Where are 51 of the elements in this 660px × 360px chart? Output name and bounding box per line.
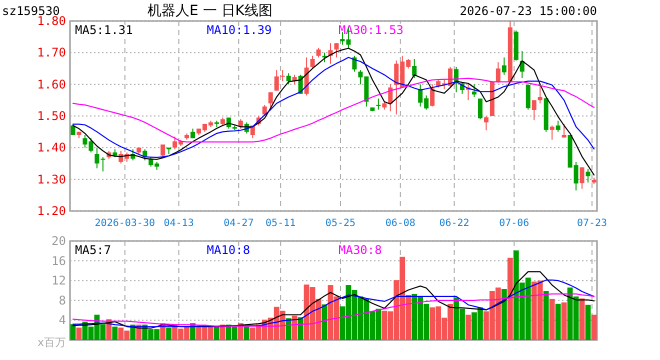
x-tick-label: 04-27 — [224, 218, 254, 229]
text: MA10:8 — [206, 243, 250, 257]
y-tick-label: 1.40 — [37, 140, 66, 155]
bar — [112, 326, 118, 340]
y-tick-label: 16 — [52, 254, 66, 268]
y-axis-title: x百万 — [37, 336, 66, 349]
x-tick-label: 07-23 — [576, 218, 608, 229]
bar — [292, 316, 298, 340]
y-tick-label: 1.50 — [37, 109, 66, 123]
bar — [166, 328, 172, 340]
line-series — [72, 293, 595, 327]
text: MA30:8 — [338, 243, 382, 257]
bar — [286, 318, 292, 340]
x-tick-label: 06-08 — [385, 218, 416, 229]
bar — [543, 290, 549, 340]
x-tick-label: 07-06 — [499, 218, 530, 229]
y-tick-label: 20 — [52, 234, 66, 248]
bar — [466, 314, 471, 340]
y-tick-label: 1.30 — [37, 172, 66, 186]
bar — [555, 304, 561, 340]
bar — [549, 298, 555, 340]
line-series — [72, 48, 595, 176]
x-tick-label: 06-22 — [439, 218, 470, 229]
x-tick-label: 05-11 — [266, 218, 296, 229]
text: MA5:7 — [75, 243, 112, 257]
bar — [579, 298, 585, 340]
chart-title: 机器人E 一 日K线图 — [148, 3, 272, 19]
bar — [214, 326, 220, 340]
y-tick-label: 1.70 — [37, 46, 66, 60]
bar — [76, 328, 82, 340]
text: MA5:1.31 — [75, 23, 133, 37]
bar — [507, 258, 513, 340]
y-tick-label: 8 — [58, 293, 66, 308]
bar — [561, 302, 567, 340]
line-series — [72, 56, 595, 158]
x-tick-label: 05-25 — [325, 218, 356, 229]
x-tick-label: 04-13 — [164, 218, 194, 229]
y-tick-label: 12 — [52, 274, 66, 288]
x-tick-label: 2026-03-30 — [94, 218, 155, 229]
y-tick-label: 1.20 — [37, 204, 66, 218]
y-tick-label: 1.80 — [37, 14, 66, 28]
line-series — [72, 280, 595, 328]
y-tick-label: 4 — [58, 313, 66, 328]
bar — [585, 304, 591, 340]
bar — [244, 326, 250, 340]
text: 2026-07-23 15:00:00 — [460, 4, 597, 18]
line-series — [72, 271, 595, 329]
bar — [501, 289, 507, 340]
y-tick-label: 1.60 — [37, 77, 66, 92]
text: MA10:1.39 — [206, 23, 272, 37]
bar — [591, 314, 597, 340]
